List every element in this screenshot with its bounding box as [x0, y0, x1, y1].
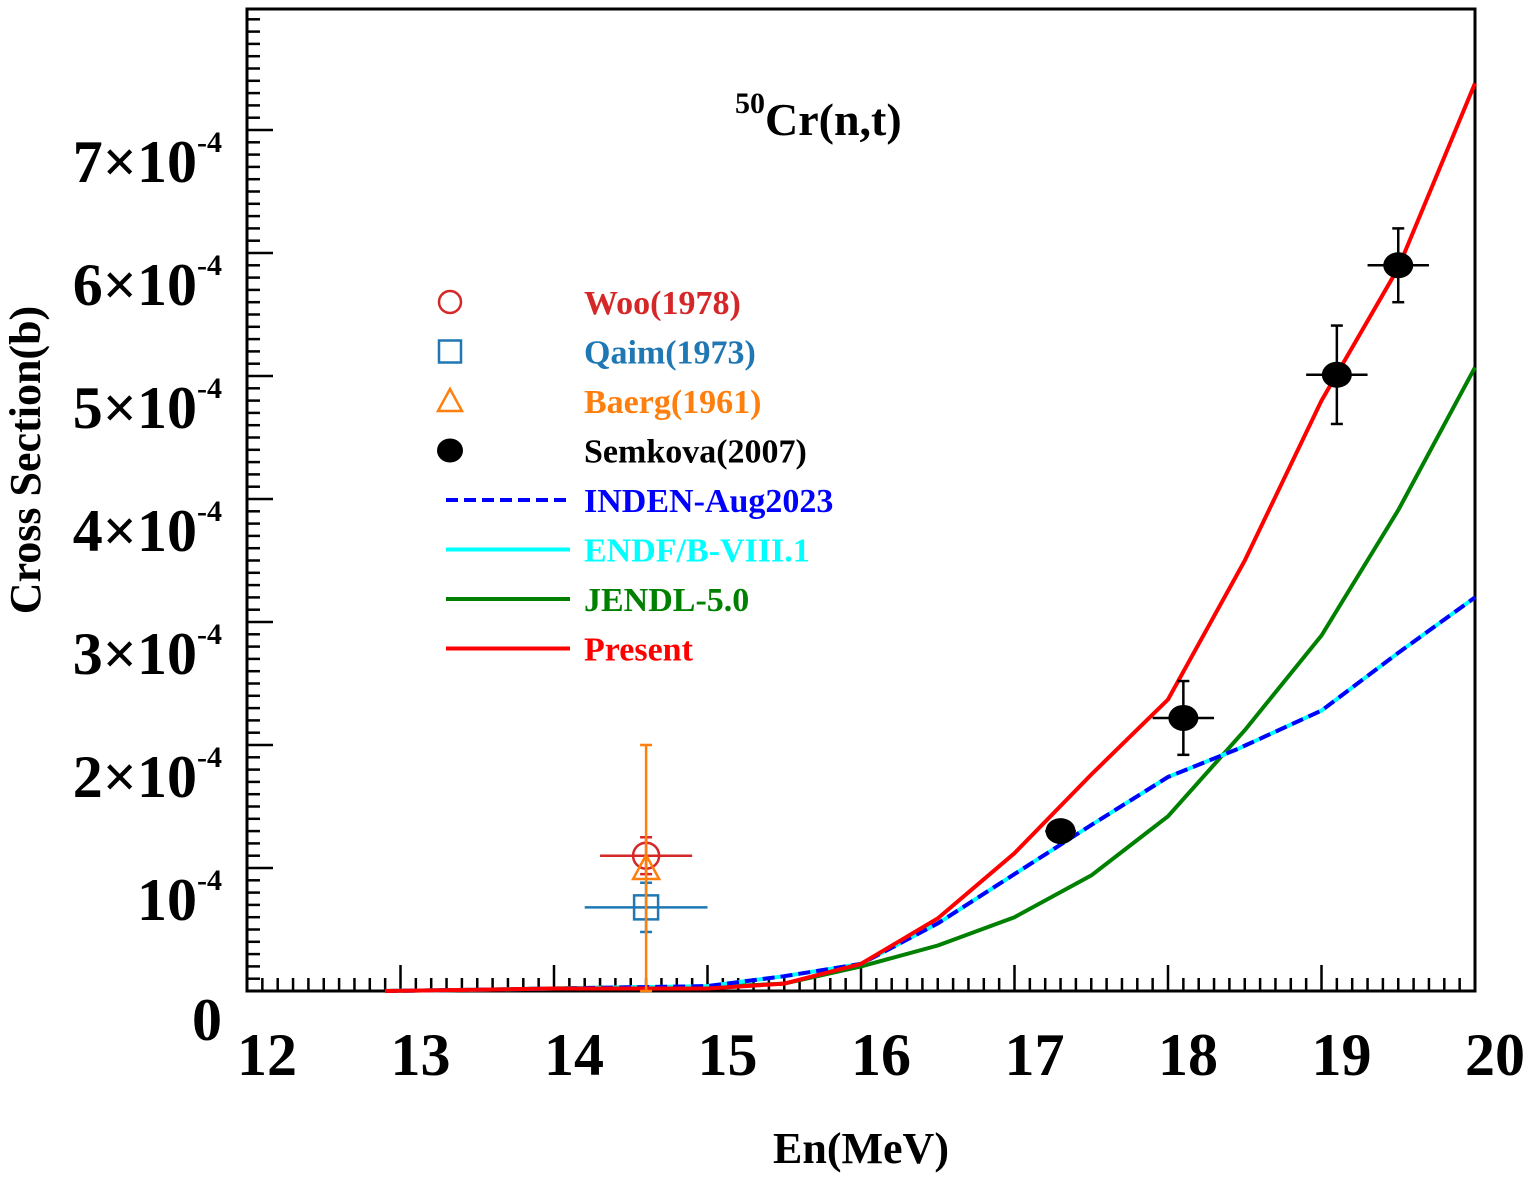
y-tick-exponent: -4	[197, 372, 222, 405]
y-tick-labels: 010-42×10-43×10-44×10-45×10-46×10-47×10-…	[73, 126, 222, 1053]
y-tick-exponent: -4	[197, 249, 222, 282]
y-tick-exponent: -4	[197, 864, 222, 897]
title-main: Cr(n,t)	[765, 94, 902, 145]
x-tick-label: 14	[544, 1022, 604, 1088]
legend-label: Baerg(1961)	[584, 384, 762, 421]
marker-filled-circle	[1383, 252, 1414, 279]
curve-endf-b-viii-1	[385, 595, 1477, 993]
legend-label: Present	[584, 632, 694, 669]
chart-title: 50Cr(n,t)	[735, 87, 902, 145]
marker-filled-circle	[1168, 704, 1199, 731]
y-tick-label: 3×10-4	[73, 618, 222, 687]
x-tick-label: 13	[391, 1022, 451, 1088]
plot-frame	[245, 7, 1477, 993]
legend-item: ENDF/B-VIII.1	[446, 533, 810, 570]
legend-label: ENDF/B-VIII.1	[584, 533, 810, 570]
curve-jendl-5-0	[385, 366, 1477, 993]
marker-filled-circle	[1321, 361, 1352, 388]
y-tick-base: 5×10	[73, 375, 197, 441]
data-point-semkova-2007	[1306, 324, 1368, 426]
y-axis-title: Cross Section(b)	[1, 306, 50, 614]
y-tick-label: 0	[192, 987, 222, 1053]
legend-label: INDEN-Aug2023	[584, 483, 833, 520]
legend-item: Woo(1978)	[437, 285, 741, 322]
x-tick-label: 20	[1465, 1022, 1525, 1088]
plot-frame-border	[245, 7, 1477, 993]
legend-item: Semkova(2007)	[437, 434, 807, 471]
y-tick-base: 3×10	[73, 621, 197, 687]
y-tick-label: 7×10-4	[73, 126, 222, 195]
y-tick-label: 2×10-4	[73, 741, 222, 810]
evaluated-curves	[385, 82, 1477, 993]
y-tick-base: 7×10	[73, 129, 197, 195]
y-tick-base: 4×10	[73, 498, 197, 564]
y-tick-exponent: -4	[197, 495, 222, 528]
curve-present	[385, 82, 1477, 993]
x-axis-title: En(MeV)	[773, 1124, 949, 1173]
legend-item: INDEN-Aug2023	[446, 483, 833, 520]
legend-filled-circle-icon	[437, 438, 463, 463]
legend-label: Woo(1978)	[584, 285, 741, 322]
experimental-points	[584, 227, 1429, 993]
legend-label: Semkova(2007)	[584, 434, 807, 471]
x-tick-label: 16	[851, 1022, 911, 1088]
y-tick-base: 0	[192, 987, 222, 1053]
y-tick-exponent: -4	[197, 126, 222, 159]
x-tick-label: 15	[698, 1022, 758, 1088]
x-tick-label: 18	[1158, 1022, 1218, 1088]
y-tick-base: 2×10	[73, 744, 197, 810]
y-tick-exponent: -4	[197, 618, 222, 651]
legend-label: JENDL-5.0	[584, 582, 749, 619]
y-tick-label: 5×10-4	[73, 372, 222, 441]
x-tick-label: 19	[1312, 1022, 1372, 1088]
marker-filled-circle	[1045, 818, 1076, 845]
legend: Woo(1978) Qaim(1973) Baerg(1961) Semkova(20…	[435, 285, 833, 669]
x-tick-label: 12	[237, 1022, 297, 1088]
legend-label: Qaim(1973)	[584, 335, 756, 372]
legend-item: Qaim(1973)	[437, 335, 756, 372]
data-point-semkova-2007	[1152, 679, 1215, 757]
y-tick-label: 4×10-4	[73, 495, 222, 564]
curve-inden-aug2023	[385, 595, 1477, 993]
y-tick-label: 10-4	[137, 864, 222, 933]
title-superscript: 50	[735, 87, 765, 120]
y-tick-exponent: -4	[197, 741, 222, 774]
y-tick-base: 6×10	[73, 252, 197, 318]
data-point-baerg-1961	[631, 743, 662, 993]
marker-open-triangle	[631, 852, 662, 881]
x-tick-labels: 12 13 14 15 16 17 18 19 20	[237, 1022, 1525, 1088]
legend-open-triangle-icon	[435, 386, 465, 413]
data-point-semkova-2007	[1367, 227, 1429, 304]
legend-open-circle-icon	[437, 289, 463, 315]
legend-item: Baerg(1961)	[435, 384, 762, 421]
legend-item: Present	[446, 632, 694, 669]
x-tick-label: 17	[1005, 1022, 1065, 1088]
y-tick-base: 10	[137, 867, 197, 933]
legend-item: JENDL-5.0	[446, 582, 749, 619]
y-tick-label: 6×10-4	[73, 249, 222, 318]
data-point-semkova-2007	[1045, 818, 1076, 845]
axis-ticks	[245, 18, 1477, 993]
legend-open-square-icon	[437, 339, 463, 364]
